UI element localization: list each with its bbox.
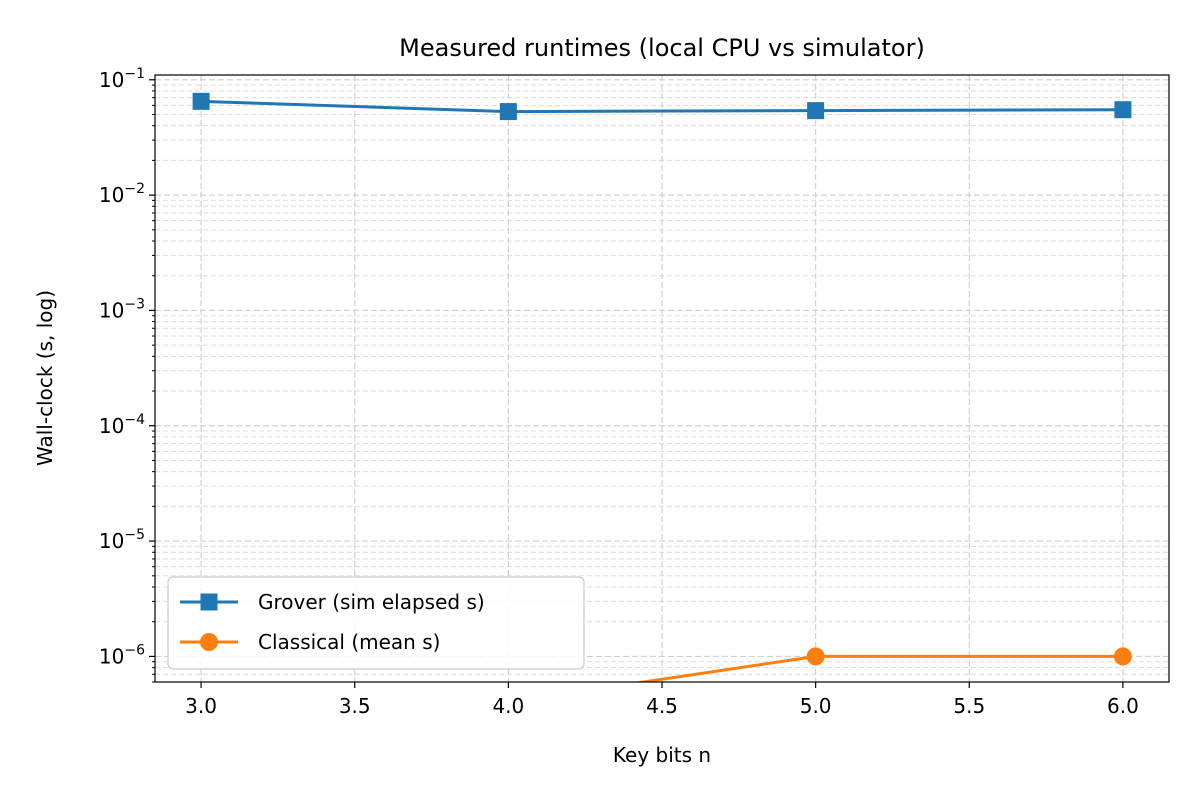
legend-label: Grover (sim elapsed s) — [258, 590, 485, 614]
data-point-square — [807, 102, 825, 120]
x-tick-label: 6.0 — [1107, 694, 1139, 718]
x-tick-label: 3.0 — [185, 694, 217, 718]
series-0 — [192, 92, 1132, 121]
series-line — [201, 99, 1123, 114]
y-axis: 10−6 10−5 10−4 10−3 10−2 10−1 — [99, 66, 155, 683]
data-point-circle — [1113, 647, 1132, 666]
x-tick-label: 5.0 — [800, 694, 832, 718]
x-tick-label: 5.5 — [953, 694, 985, 718]
data-point-circle — [200, 633, 218, 651]
legend-item: Classical (mean s) — [180, 630, 440, 654]
series-1 — [632, 647, 1132, 682]
legend: Grover (sim elapsed s) Classical (mean s) — [167, 576, 585, 670]
series-layer — [192, 92, 1132, 682]
x-tick-label: 4.0 — [492, 694, 524, 718]
x-tick-label: 4.5 — [646, 694, 678, 718]
data-point-square — [200, 593, 218, 611]
data-point-square — [192, 92, 210, 110]
y-tick-label: 10−1 — [99, 66, 145, 92]
chart-title: Measured runtimes (local CPU vs simulato… — [399, 34, 925, 62]
y-tick-label: 10−5 — [99, 527, 145, 553]
legend-box — [167, 576, 585, 670]
y-tick-label: 10−6 — [99, 642, 145, 668]
data-point-square — [1114, 101, 1132, 119]
x-tick-label: 3.5 — [339, 694, 371, 718]
y-tick-label: 10−3 — [99, 296, 145, 322]
y-tick-label: 10−2 — [99, 181, 145, 207]
x-axis: 3.0 3.5 4.0 4.5 5.0 5.5 6.0 — [185, 682, 1139, 718]
legend-label: Classical (mean s) — [258, 630, 440, 654]
y-tick-label: 10−4 — [99, 412, 145, 438]
x-axis-label: Key bits n — [613, 743, 711, 767]
data-point-square — [499, 103, 517, 121]
data-point-circle — [806, 647, 825, 666]
y-axis-label: Wall-clock (s, log) — [33, 290, 57, 466]
legend-item: Grover (sim elapsed s) — [180, 590, 485, 614]
